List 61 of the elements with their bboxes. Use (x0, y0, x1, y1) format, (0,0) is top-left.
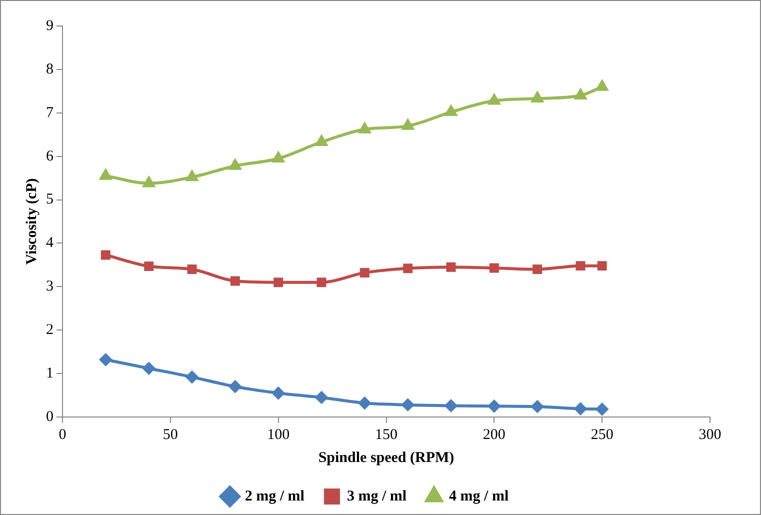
y-tick-label: 1 (46, 365, 54, 382)
point (272, 386, 285, 400)
y-tick-label: 9 (46, 18, 54, 34)
point (444, 399, 458, 412)
point (314, 134, 328, 146)
point (315, 390, 328, 404)
x-tick-label: 300 (698, 426, 722, 443)
point (446, 262, 456, 272)
point (358, 122, 372, 134)
point (574, 88, 588, 100)
y-tick-label: 7 (46, 104, 54, 121)
y-tick-label: 6 (46, 148, 54, 164)
point (187, 264, 197, 274)
y-tick-label: 4 (46, 235, 54, 252)
point (596, 402, 609, 416)
point (272, 151, 285, 163)
point (530, 91, 544, 103)
point (401, 398, 414, 412)
point (488, 400, 501, 413)
point (530, 400, 544, 414)
point (100, 250, 110, 260)
point (142, 176, 156, 188)
y-tick-label: 3 (46, 278, 54, 295)
point (230, 276, 240, 286)
point (316, 278, 326, 288)
point (574, 402, 587, 416)
point (186, 370, 198, 384)
point (185, 170, 199, 182)
legend-label: 2 mg / ml (244, 488, 304, 504)
point (532, 264, 542, 274)
y-axis-title: Viscosity (cP) (24, 178, 40, 265)
x-tick-label: 200 (482, 426, 506, 443)
point (444, 104, 458, 116)
point (99, 353, 112, 366)
point (403, 264, 413, 274)
point (489, 263, 499, 273)
x-tick-label: 150 (375, 426, 398, 443)
point (274, 278, 284, 288)
x-tick-label: 50 (162, 426, 178, 443)
point (576, 261, 586, 271)
point (99, 168, 112, 180)
y-tick-label: 0 (46, 408, 54, 425)
point (358, 396, 372, 410)
x-tick-label: 250 (590, 426, 614, 443)
point (142, 362, 156, 375)
y-tick-label: 5 (46, 192, 54, 208)
point (228, 380, 242, 394)
point (228, 158, 242, 170)
point (144, 262, 154, 271)
legend-label: 3 mg / ml (346, 488, 407, 504)
y-tick-label: 2 (46, 322, 54, 338)
x-axis-title: Spindle speed (RPM) (318, 450, 454, 466)
x-tick-label: 0 (58, 426, 66, 443)
point (488, 93, 501, 105)
x-tick-label: 100 (267, 426, 290, 443)
point (597, 261, 607, 271)
legend-label: 4 mg / ml (449, 488, 509, 504)
point (401, 118, 414, 130)
y-tick-label: 8 (46, 61, 54, 78)
point (596, 79, 609, 91)
point (360, 268, 370, 278)
